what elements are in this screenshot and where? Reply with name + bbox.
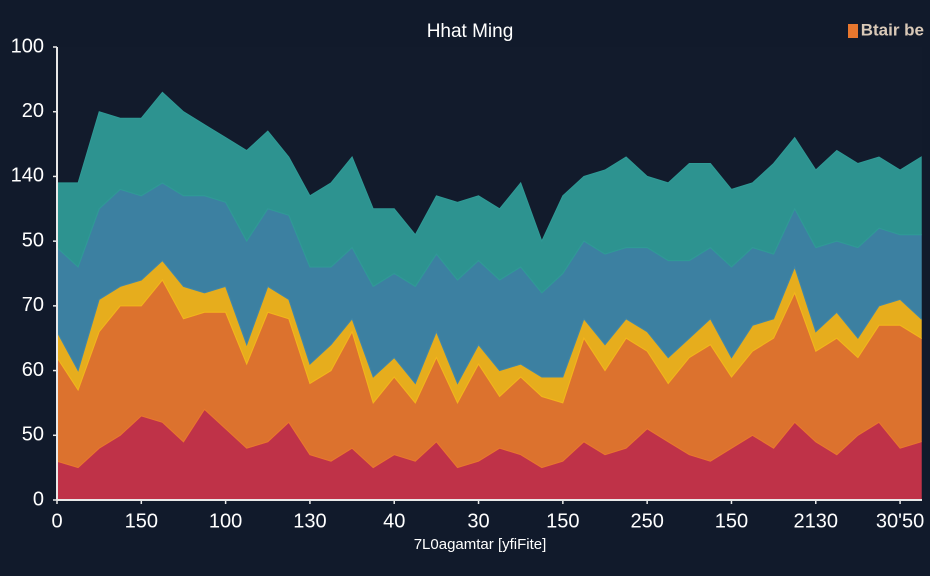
x-axis-label: 7L0agamtar [yfiFite] — [414, 536, 547, 553]
chart-title: Hhat Ming — [427, 21, 514, 42]
x-tick-label: 150 — [125, 510, 158, 532]
x-tick-label: 130 — [293, 510, 326, 532]
y-tick-label: 50 — [22, 424, 44, 446]
x-tick-label: 150 — [546, 510, 579, 532]
x-tick-label: 100 — [209, 510, 242, 532]
y-tick-label: 50 — [22, 229, 44, 251]
x-tick-label: 2130 — [794, 510, 839, 532]
area — [56, 91, 922, 294]
y-tick-label: 140 — [11, 165, 44, 187]
y-tick-label: 100 — [11, 35, 44, 57]
x-tick-label: 40 — [383, 510, 405, 532]
x-tick-label: 250 — [630, 510, 663, 532]
areas — [56, 91, 922, 501]
x-tick-label: 30'50 — [876, 510, 924, 532]
y-tick-label: 0 — [33, 488, 44, 510]
x-tick-label: 150 — [715, 510, 748, 532]
y-tick-label: 70 — [22, 294, 44, 316]
y-tick-label: 20 — [22, 100, 44, 122]
x-tick-label: 0 — [51, 510, 62, 532]
x-tick-label: 30 — [467, 510, 489, 532]
y-tick-label: 60 — [22, 359, 44, 381]
legend-swatch — [848, 24, 858, 38]
legend-label: Btair be — [861, 20, 924, 39]
